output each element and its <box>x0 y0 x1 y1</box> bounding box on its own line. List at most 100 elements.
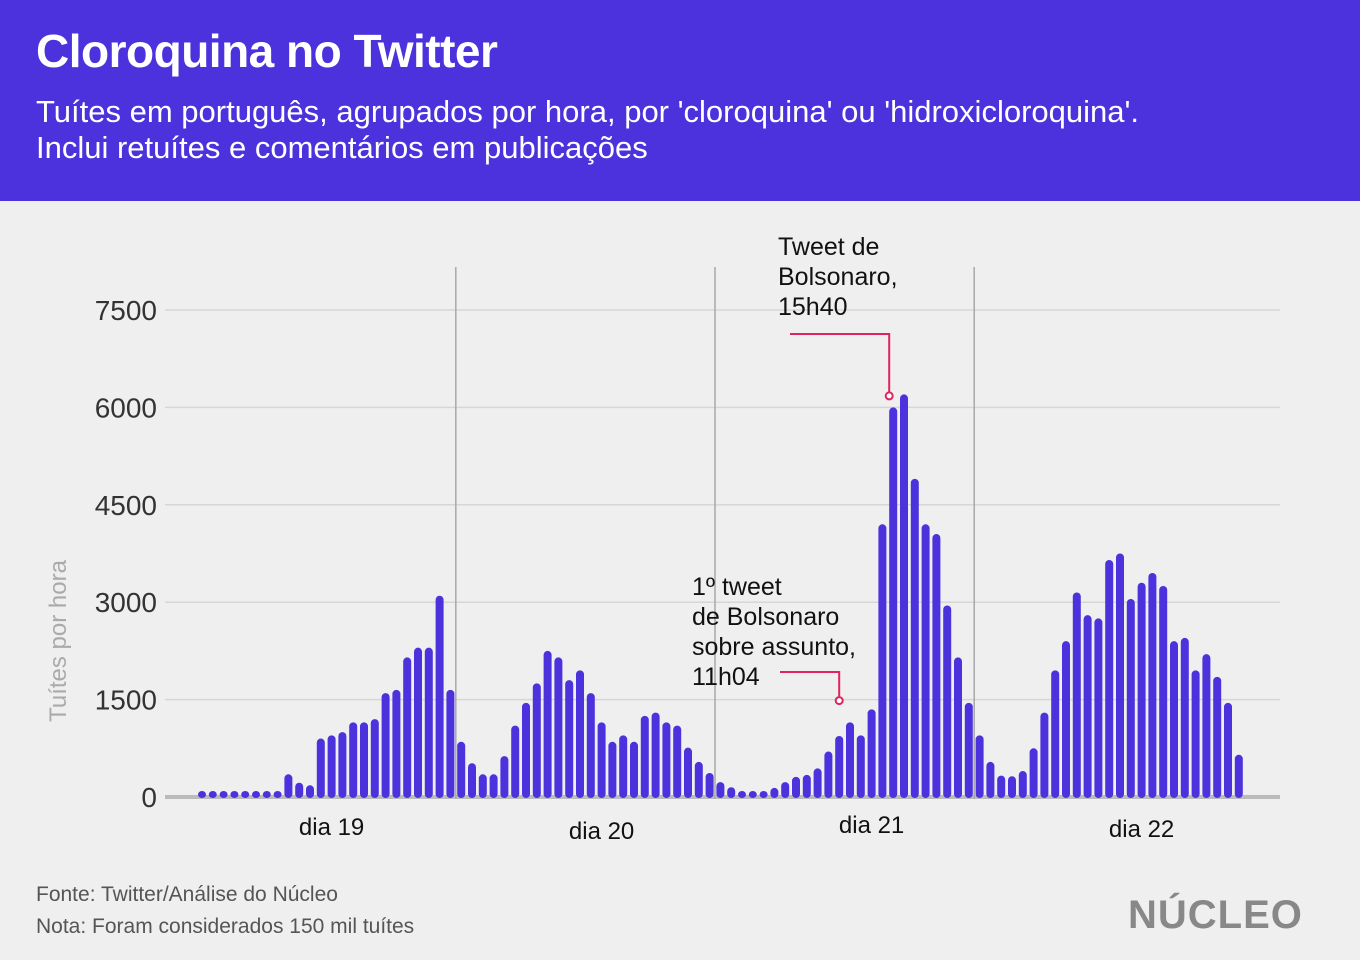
bar-4 <box>241 791 250 798</box>
bar-18 <box>392 689 401 798</box>
annotation-2-leader <box>790 333 891 396</box>
subtitle-line-1: Tuítes em português, agrupados por hora,… <box>36 94 1140 129</box>
bar-6 <box>262 791 271 798</box>
bar-13 <box>338 732 347 798</box>
bar-95 <box>1224 702 1232 798</box>
bar-69 <box>943 605 952 798</box>
bar-84 <box>1105 559 1114 798</box>
bar-7 <box>273 791 282 798</box>
y-tick-3000: 3000 <box>95 587 157 618</box>
bar-96 <box>1234 754 1243 798</box>
y-tick-6000: 6000 <box>95 392 157 423</box>
bar-52 <box>759 791 768 798</box>
header-banner: Cloroquina no Twitter Tuítes em portuguê… <box>0 0 1360 201</box>
bar-51 <box>748 791 757 798</box>
bar-44 <box>673 725 682 798</box>
bar-86 <box>1126 598 1135 798</box>
bar-21 <box>424 647 433 798</box>
bar-74 <box>997 775 1006 798</box>
bar-58 <box>824 751 833 798</box>
bar-89 <box>1159 585 1168 798</box>
bar-26 <box>478 774 487 798</box>
bar-31 <box>532 683 541 798</box>
bar-57 <box>813 768 822 798</box>
annotation-1-line-3: sobre assunto, <box>692 633 856 661</box>
bar-24 <box>457 741 466 798</box>
bar-79 <box>1051 670 1060 798</box>
bar-68 <box>932 534 941 798</box>
bar-14 <box>349 722 358 798</box>
bar-0 <box>198 791 206 798</box>
bar-64 <box>889 407 898 798</box>
bar-28 <box>500 756 509 798</box>
bar-94 <box>1213 676 1222 798</box>
y-tick-0: 0 <box>141 782 157 813</box>
data-note: Nota: Foram considerados 150 mil tuítes <box>36 915 415 938</box>
annotation-1-leader <box>780 671 841 701</box>
bar-10 <box>306 785 314 798</box>
bar-40 <box>630 741 638 798</box>
bar-75 <box>1008 776 1016 798</box>
bar-11 <box>316 738 325 798</box>
bar-49 <box>727 787 736 798</box>
bar-76 <box>1018 771 1027 798</box>
annotation-2-marker <box>884 391 894 401</box>
bar-92 <box>1191 670 1200 798</box>
bar-47 <box>705 772 714 798</box>
bar-90 <box>1170 641 1178 798</box>
bar-50 <box>738 791 746 798</box>
bar-17 <box>381 693 390 798</box>
day-dividers <box>455 267 975 799</box>
bar-32 <box>543 650 552 798</box>
bar-37 <box>597 722 606 798</box>
bar-41 <box>640 715 649 798</box>
annotation-1-line-2: de Bolsonaro <box>692 603 839 631</box>
annotation-2-line-2: Bolsonaro, <box>778 263 898 291</box>
bar-56 <box>802 774 811 798</box>
annotation-1-marker <box>834 696 844 706</box>
y-axis-label: Tuítes por hora <box>45 559 72 722</box>
bar-62 <box>867 709 876 798</box>
bar-36 <box>586 693 595 798</box>
bar-34 <box>565 680 574 798</box>
bar-78 <box>1040 712 1049 798</box>
bar-60 <box>846 722 854 798</box>
annotation-1-line-1: 1º tweet <box>692 573 782 601</box>
bar-70 <box>954 657 962 798</box>
bar-3 <box>230 791 239 798</box>
source-note: Fonte: Twitter/Análise do Núcleo <box>36 883 338 906</box>
bars <box>198 394 1243 798</box>
day-label-1: dia 19 <box>299 814 364 841</box>
bar-71 <box>964 702 973 798</box>
bar-33 <box>554 657 563 798</box>
bar-65 <box>900 394 908 798</box>
day-label-2: dia 20 <box>569 818 634 845</box>
y-tick-labels: 0 1500 3000 4500 6000 7500 <box>95 295 157 813</box>
y-tick-1500: 1500 <box>95 685 157 716</box>
bar-91 <box>1180 637 1189 798</box>
bar-20 <box>414 647 422 798</box>
nucleo-logo: NÚCLEO <box>1128 893 1303 937</box>
bar-46 <box>694 761 703 798</box>
bar-2 <box>219 791 228 798</box>
bar-63 <box>878 524 887 798</box>
bar-27 <box>489 774 498 798</box>
bar-77 <box>1029 748 1038 798</box>
chart-subtitle: Tuítes em português, agrupados por hora,… <box>36 94 1336 166</box>
bar-83 <box>1094 618 1103 798</box>
day-label-3: dia 21 <box>839 812 904 839</box>
bar-29 <box>511 725 520 798</box>
bar-9 <box>295 782 304 798</box>
bar-61 <box>856 735 865 798</box>
bar-19 <box>403 657 412 798</box>
bar-82 <box>1083 615 1092 798</box>
bar-22 <box>435 595 444 798</box>
bar-73 <box>986 761 995 798</box>
bar-48 <box>716 782 725 798</box>
bar-1 <box>208 791 217 798</box>
bar-45 <box>684 747 692 798</box>
bar-43 <box>662 722 671 798</box>
bar-38 <box>608 741 617 798</box>
bar-8 <box>284 774 293 798</box>
